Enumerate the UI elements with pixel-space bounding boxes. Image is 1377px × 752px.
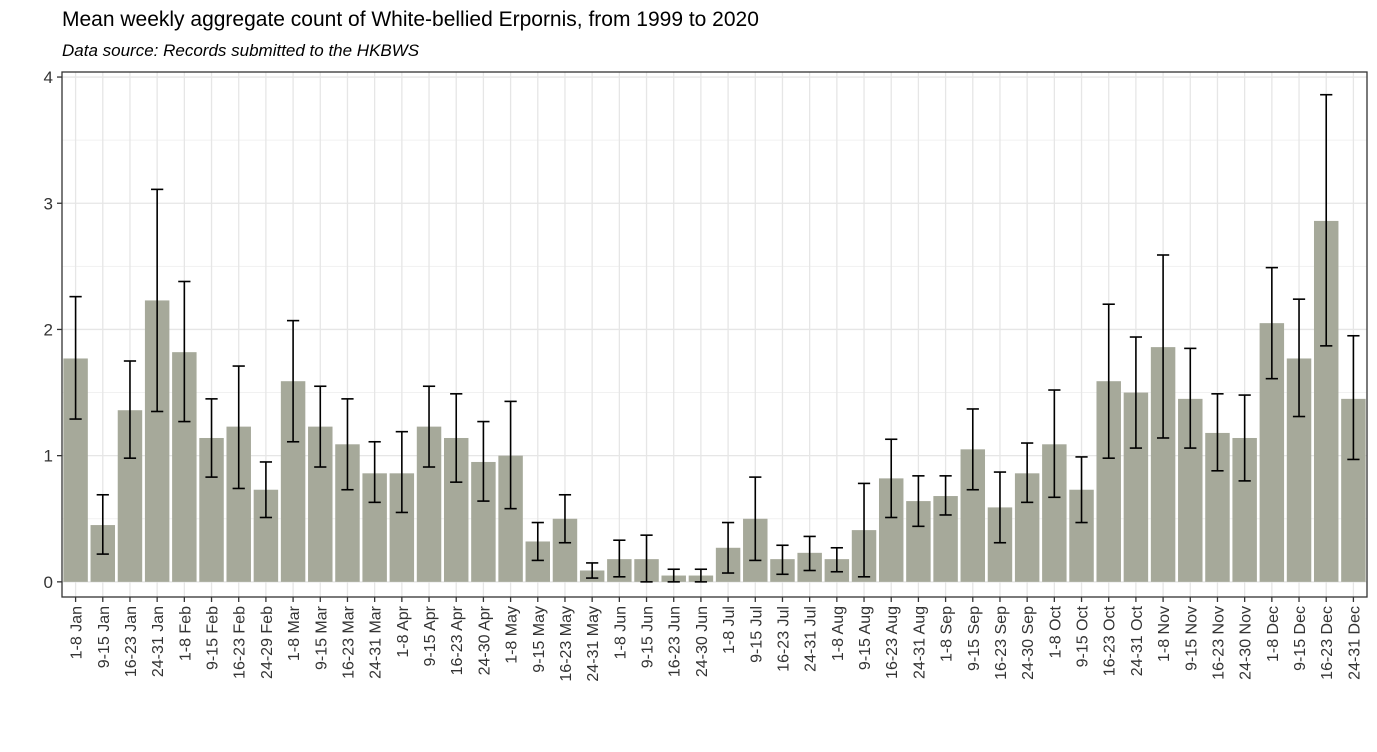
x-tick-label: 9-15 Mar bbox=[313, 605, 330, 670]
chart-title: Mean weekly aggregate count of White-bel… bbox=[62, 8, 759, 31]
x-tick-label: 1-8 Oct bbox=[1047, 605, 1064, 658]
x-tick-label: 24-31 Oct bbox=[1129, 605, 1146, 676]
x-tick-label: 24-31 May bbox=[585, 606, 602, 682]
x-tick-label: 9-15 Feb bbox=[205, 606, 222, 670]
x-tick-label: 24-29 Feb bbox=[259, 606, 276, 679]
x-tick-label: 16-23 Mar bbox=[340, 605, 357, 679]
plot-area: 0 1 2 3 4 1-8 Jan 9-15 Jan 16-23 Jan 24-31 Jan 1-… bbox=[44, 68, 1368, 682]
x-tick-label: 24-31 Mar bbox=[368, 605, 385, 679]
x-tick-label: 24-31 Dec bbox=[1346, 606, 1363, 680]
plot-border bbox=[61, 71, 1368, 598]
x-tick-label: 1-8 Jan bbox=[69, 606, 86, 659]
y-tick-label: 1 bbox=[44, 447, 53, 466]
chart-subtitle: Data source: Records submitted to the HK… bbox=[62, 41, 420, 60]
x-tick-label: 9-15 Apr bbox=[422, 605, 439, 666]
x-tick-label: 9-15 Oct bbox=[1075, 605, 1092, 667]
x-tick-label: 24-30 Sep bbox=[1020, 606, 1037, 680]
y-tick-label: 4 bbox=[44, 68, 53, 87]
x-tick-label: 1-8 Jun bbox=[612, 606, 629, 659]
y-tick-label: 3 bbox=[44, 194, 53, 213]
x-tick-label: 1-8 May bbox=[504, 606, 521, 664]
x-tick-label: 1-8 Jul bbox=[721, 606, 738, 654]
x-tick-label: 1-8 Apr bbox=[395, 605, 412, 657]
y-tick-label: 0 bbox=[44, 573, 53, 592]
x-tick-label: 16-23 Sep bbox=[993, 606, 1010, 680]
x-tick-label: 16-23 Oct bbox=[1102, 605, 1119, 676]
x-tick-label: 9-15 Jun bbox=[640, 606, 657, 668]
x-tick-label: 16-23 Dec bbox=[1319, 606, 1336, 680]
x-tick-label: 1-8 Sep bbox=[939, 606, 956, 662]
x-tick-label: 16-23 Nov bbox=[1210, 606, 1227, 680]
x-tick-label: 16-23 Apr bbox=[449, 605, 466, 675]
x-tick-label: 16-23 Jan bbox=[123, 606, 140, 677]
x-tick-label: 24-31 Jul bbox=[803, 606, 820, 672]
x-tick-label: 1-8 Mar bbox=[286, 605, 303, 661]
x-tick-label: 9-15 Aug bbox=[857, 606, 874, 670]
x-tick-label: 9-15 Dec bbox=[1292, 606, 1309, 671]
x-tick-label: 16-23 Aug bbox=[884, 606, 901, 679]
x-tick-label: 1-8 Nov bbox=[1156, 606, 1173, 662]
x-tick-label: 16-23 Feb bbox=[232, 606, 249, 679]
x-tick-label: 24-31 Aug bbox=[911, 606, 928, 679]
x-tick-label: 9-15 Jul bbox=[748, 606, 765, 663]
x-tick-label: 9-15 May bbox=[531, 606, 548, 673]
x-tick-label: 1-8 Dec bbox=[1265, 606, 1282, 662]
x-tick-label: 9-15 Nov bbox=[1183, 606, 1200, 671]
x-tick-label: 24-30 Apr bbox=[476, 605, 493, 675]
x-tick-label: 9-15 Sep bbox=[966, 606, 983, 671]
x-tick-label: 24-30 Nov bbox=[1238, 606, 1255, 680]
x-tick-label: 24-30 Jun bbox=[694, 606, 711, 677]
y-tick-label: 2 bbox=[44, 320, 53, 339]
x-tick-label: 1-8 Aug bbox=[830, 606, 847, 661]
x-tick-label: 24-31 Jan bbox=[150, 606, 167, 677]
x-tick-label: 16-23 Jul bbox=[775, 606, 792, 672]
x-tick-label: 16-23 Jun bbox=[667, 606, 684, 677]
plot-panel bbox=[62, 72, 1367, 597]
x-tick-label: 1-8 Feb bbox=[177, 606, 194, 661]
x-tick-label: 16-23 May bbox=[558, 606, 575, 682]
x-tick-label: 9-15 Jan bbox=[96, 606, 113, 668]
